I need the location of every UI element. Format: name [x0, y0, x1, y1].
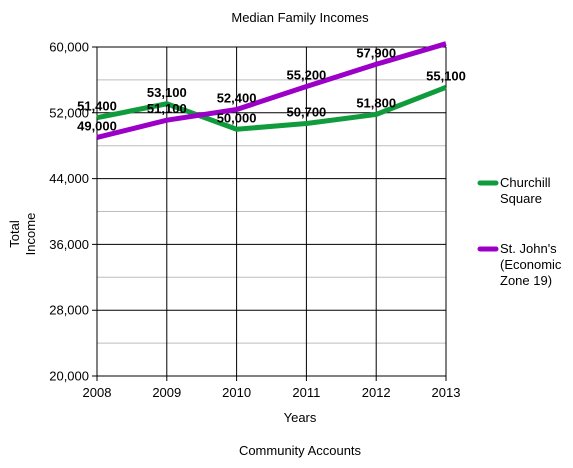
- legend-label-2: (Economic: [500, 257, 562, 272]
- data-label-series-1: 51,800: [356, 95, 396, 110]
- y-axis-label-line-1: Total: [7, 220, 22, 248]
- x-tick-label: 2013: [432, 385, 461, 400]
- data-label-series-2: 52,400: [217, 91, 257, 106]
- data-label-series-2: 55,200: [287, 67, 327, 82]
- y-tick-label: 28,000: [49, 303, 89, 318]
- y-axis-ticks: 20,000 28,000 36,000 44,000 52,000 60,000: [49, 40, 89, 384]
- x-tick-label: 2009: [152, 385, 181, 400]
- y-tick-label: 36,000: [49, 237, 89, 252]
- legend-label-1: Square: [500, 191, 542, 206]
- data-label-series-1: 51,400: [77, 99, 117, 114]
- data-labels: 51,400 53,100 50,000 50,700 51,800 55,100 49,0…: [77, 45, 466, 133]
- footer-source: Community Accounts: [239, 443, 362, 458]
- data-label-series-2: 57,900: [356, 45, 396, 60]
- y-axis-label-line-2: Income: [23, 213, 38, 256]
- x-axis-ticks: 2008 2009 2010 2011 2012 2013: [83, 385, 461, 400]
- legend-label-1: Churchill: [500, 175, 551, 190]
- data-label-series-1: 50,000: [217, 110, 257, 125]
- x-tick-label: 2008: [83, 385, 112, 400]
- y-tick-label: 20,000: [49, 369, 89, 384]
- legend-label-2: St. John's: [500, 241, 557, 256]
- data-label-series-1: 50,700: [287, 104, 327, 119]
- legend-label-2: Zone 19): [500, 273, 552, 288]
- x-tick-label: 2010: [222, 385, 251, 400]
- minor-gridlines: [97, 79, 446, 344]
- data-label-series-1: 53,100: [147, 85, 187, 100]
- y-tick-label: 44,000: [49, 171, 89, 186]
- series-line-1: [96, 84, 447, 132]
- chart-title: Median Family Incomes: [231, 10, 369, 25]
- data-label-series-2: 49,000: [77, 118, 117, 133]
- y-tick-label: 52,000: [49, 105, 89, 120]
- series-lines: [96, 41, 447, 140]
- x-axis-label: Years: [284, 410, 317, 425]
- y-tick-label: 60,000: [49, 40, 89, 55]
- data-label-series-1: 55,100: [426, 68, 466, 83]
- series-line-2: [96, 41, 447, 140]
- x-tick-label: 2012: [362, 385, 391, 400]
- x-tick-label: 2011: [292, 385, 320, 400]
- data-label-series-2: 51,100: [147, 101, 187, 116]
- major-gridlines: [92, 46, 447, 381]
